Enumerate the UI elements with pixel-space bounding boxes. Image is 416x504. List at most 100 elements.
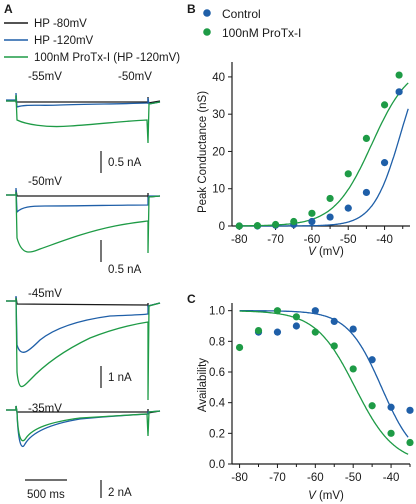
trace-1-hp80 xyxy=(6,96,161,104)
time-scale-label: 500 ms xyxy=(27,489,65,501)
trace-3-hp120 xyxy=(6,295,161,353)
trace-2-voltage: -50mV xyxy=(28,176,62,188)
trace-4-scale-label: 2 nA xyxy=(108,487,132,499)
legend-label-control: Control xyxy=(222,7,261,21)
panel-c-x-tick-label: -50 xyxy=(345,472,362,484)
panel-c-xlabel: V (mV) xyxy=(308,490,344,502)
panel-c-x-tick-label: -80 xyxy=(231,472,248,484)
panel-b-y-tick-label: 10 xyxy=(212,184,225,196)
panel-c-point-control xyxy=(368,356,376,364)
panel-c-fit-protx xyxy=(239,310,409,455)
trace-1-hp120 xyxy=(6,92,161,108)
panel-c-point-protx xyxy=(387,429,395,437)
legend-marker-protx xyxy=(203,28,211,36)
panel-c-point-protx xyxy=(292,313,300,321)
panel-a-label: A xyxy=(4,2,13,16)
panel-b-x-tick-label: -70 xyxy=(267,234,284,246)
panel-b-y-tick-label: 20 xyxy=(212,146,225,158)
panel-b-xlabel: V (mV) xyxy=(308,246,344,258)
panel-b-point-protx xyxy=(235,222,243,230)
panel-c-label: C xyxy=(187,292,196,306)
panel-c-point-protx xyxy=(273,307,282,315)
panel-c-point-protx xyxy=(311,328,319,336)
panel-b-xlabel-unit: (mV) xyxy=(316,246,344,258)
trace-3-protx xyxy=(6,297,161,401)
panel-b-x-tick-label: -60 xyxy=(304,234,321,246)
panel-b-xlabel-var: V xyxy=(308,246,317,258)
panel-c-y-tick-label: 1.0 xyxy=(209,306,225,318)
trace-1-protx xyxy=(6,94,161,144)
legend-label-protx-b: 100nM ProTx-I xyxy=(222,26,301,40)
panel-b-fit-protx xyxy=(239,82,409,227)
panel-b-point-control xyxy=(362,188,371,197)
trace-1-voltage-2: -50mV xyxy=(118,71,152,83)
trace-3-scale-label: 1 nA xyxy=(108,372,132,384)
panel-c-point-protx xyxy=(254,327,263,335)
trace-2-hp120 xyxy=(6,187,160,214)
panel-c-point-protx xyxy=(406,438,414,447)
panel-b-point-control xyxy=(395,88,403,96)
panel-b-point-control xyxy=(308,217,316,226)
trace-block-4: -35mV 500 ms 2 nA xyxy=(6,403,161,501)
panel-c-plot: 0.0 0.2 0.4 0.6 0.8 1.0 -80 -70 -60 -50 -40 xyxy=(209,303,414,484)
panel-b-x-tick-label: -80 xyxy=(231,234,248,246)
panel-c-point-protx xyxy=(349,365,357,373)
panel-b-fit-control xyxy=(239,108,409,227)
trace-block-3: -45mV 1 nA xyxy=(6,288,161,401)
trace-block-2: -50mV 0.5 nA xyxy=(6,176,161,276)
legend-label-hp80: HP -80mV xyxy=(34,18,87,30)
panel-b-plot: 0 10 20 30 40 -80 -70 -60 -50 -40 xyxy=(212,62,410,246)
panel-b-x-tick-label: -50 xyxy=(340,234,357,246)
panel-c-y-tick-label: 0.4 xyxy=(209,398,226,410)
legend-label-protx: 100nM ProTx-I (HP -120mV) xyxy=(34,52,180,64)
trace-2-scale-label: 0.5 nA xyxy=(108,264,142,276)
panel-c-point-control xyxy=(406,406,414,414)
panel-b-point-protx xyxy=(380,101,389,109)
panel-c-x-tick-label: -40 xyxy=(383,472,400,484)
panel-c-y-tick-label: 0.2 xyxy=(209,428,225,440)
panel-c-x-tick-label: -60 xyxy=(307,472,324,484)
panel-b-legend: Control 100nM ProTx-I xyxy=(203,7,301,40)
panel-b-y-tick-label: 0 xyxy=(219,221,225,233)
legend-label-hp120: HP -120mV xyxy=(34,35,94,47)
panel-c-point-control xyxy=(292,322,300,330)
panel-c-point-protx xyxy=(368,402,376,410)
panel-a-legend: HP -80mV HP -120mV 100nM ProTx-I (HP -12… xyxy=(4,18,180,64)
panel-c-y-tick-label: 0.0 xyxy=(209,459,225,471)
panel-b-point-protx xyxy=(308,209,316,217)
trace-3-voltage: -45mV xyxy=(28,288,62,300)
panel-c-fit-control xyxy=(239,310,409,438)
panel-b-point-control xyxy=(380,159,389,167)
panel-c-ylabel: Availability xyxy=(197,358,209,412)
panel-b-point-protx xyxy=(253,222,262,230)
panel-b-x-tick-label: -40 xyxy=(376,234,393,246)
panel-b-point-protx xyxy=(344,170,352,178)
panel-c-point-protx xyxy=(235,343,244,352)
panel-c-xlabel-var: V xyxy=(308,490,317,502)
trace-2-protx xyxy=(6,191,161,254)
panel-c-point-control xyxy=(311,307,319,315)
panel-b-point-protx xyxy=(326,194,334,203)
panel-c-point-protx xyxy=(330,342,338,350)
panel-c-point-control xyxy=(330,317,338,325)
trace-4-voltage: -35mV xyxy=(28,403,62,415)
trace-1-scale-label: 0.5 nA xyxy=(108,157,142,169)
panel-c-x-tick-label: -70 xyxy=(269,472,286,484)
trace-4-protx xyxy=(6,405,161,442)
panel-b-point-protx xyxy=(362,134,371,143)
legend-marker-control xyxy=(203,9,211,17)
panel-c-point-control xyxy=(387,403,395,411)
trace-block-1: -55mV -50mV 0.5 nA xyxy=(6,71,161,173)
panel-b-point-control xyxy=(344,204,352,212)
panel-c-xlabel-unit: (mV) xyxy=(316,490,344,502)
panel-c-point-control xyxy=(273,328,282,336)
trace-1-voltage: -55mV xyxy=(28,71,62,83)
panel-c-y-tick-label: 0.6 xyxy=(209,367,225,379)
panel-b-point-control xyxy=(326,213,334,221)
panel-b-y-tick-label: 40 xyxy=(212,72,225,84)
panel-b-y-tick-label: 30 xyxy=(212,109,225,121)
panel-b-point-protx xyxy=(271,220,280,229)
panel-b-label: B xyxy=(187,2,196,16)
panel-c-y-tick-label: 0.8 xyxy=(209,336,225,348)
